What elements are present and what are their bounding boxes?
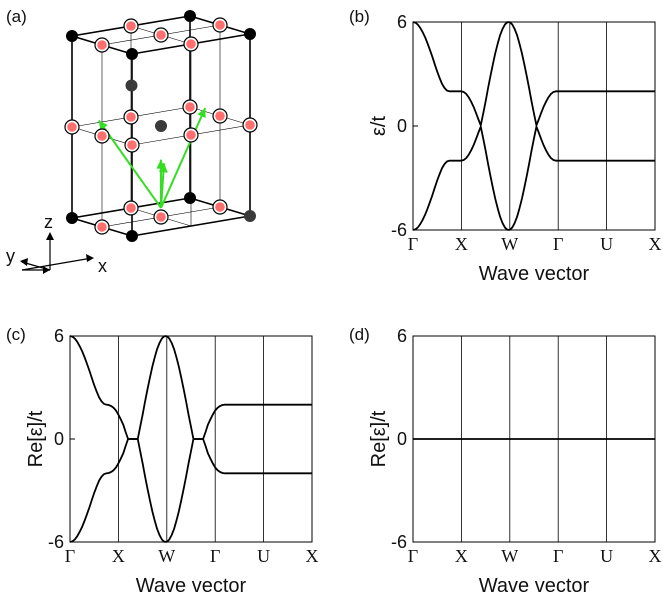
hopping-arrowhead — [98, 120, 108, 131]
y-tick-label: 6 — [54, 326, 64, 346]
fcc-lattice-diagram — [64, 10, 258, 242]
face-site — [156, 212, 166, 222]
x-tick-label: X — [649, 234, 662, 254]
inner-site — [155, 120, 167, 132]
x-tick-label: W — [501, 546, 518, 566]
x-axis-label: x — [98, 256, 107, 276]
y-tick-label: -6 — [48, 532, 64, 552]
y-tick-label: 6 — [397, 12, 407, 32]
face-site — [127, 140, 137, 150]
axis-triad: z y x — [6, 212, 107, 276]
inner-site — [125, 79, 138, 92]
face-site — [215, 20, 225, 30]
face-site — [67, 122, 77, 132]
face-site — [245, 120, 255, 130]
y-tick-label: -6 — [391, 532, 407, 552]
x-tick-label: Γ — [553, 546, 563, 566]
corner-site — [66, 212, 78, 224]
face-site — [97, 131, 107, 141]
y-tick-label: 6 — [397, 326, 407, 346]
x-direction-arrow — [21, 257, 93, 271]
corner-site — [126, 230, 138, 242]
corner-site — [66, 30, 78, 42]
panel-label-b: (b) — [349, 7, 370, 26]
y-axis-title: Re[ε]/t — [368, 410, 390, 467]
y-tick-label: -6 — [391, 220, 407, 240]
x-tick-label: W — [501, 234, 518, 254]
face-site — [185, 102, 195, 112]
corner-site — [244, 210, 256, 222]
x-tick-label: X — [112, 546, 125, 566]
face-site — [215, 202, 225, 212]
face-site — [186, 130, 196, 140]
x-tick-label: X — [306, 546, 319, 566]
corner-site — [126, 48, 138, 60]
corner-site — [184, 192, 196, 204]
x-tick-label: W — [158, 546, 175, 566]
panel-label-a: (a) — [6, 7, 27, 26]
band-structure-panel-c: -6 0 6 Γ X W Γ U X Wave vector Re[ε]/t — [25, 326, 319, 597]
x-tick-label: X — [455, 234, 468, 254]
y-direction-arrowhead — [20, 258, 28, 266]
band-curve-2 — [412, 125, 655, 231]
face-site — [186, 39, 196, 49]
face-site — [126, 21, 136, 31]
face-site — [126, 112, 136, 122]
y-axis-label: y — [6, 246, 15, 266]
lattice-cube-edge — [131, 215, 251, 237]
corner-site — [184, 10, 196, 22]
plot-frame — [69, 335, 313, 543]
hopping-arrowhead — [197, 108, 206, 119]
band-structure-panel-b: -6 0 6 Γ X W Γ U X Wave vector ε/t — [368, 12, 662, 285]
x-direction-arrowhead — [86, 254, 94, 262]
x-tick-label: Γ — [408, 234, 418, 254]
x-tick-label: Γ — [65, 546, 75, 566]
z-axis-arrowhead — [46, 232, 54, 240]
face-site — [215, 111, 225, 121]
z-axis-label: z — [44, 212, 53, 232]
x-tick-label: U — [600, 234, 613, 254]
x-tick-label: U — [600, 546, 613, 566]
plot-frame — [412, 21, 656, 231]
x-tick-label: X — [455, 546, 468, 566]
y-tick-label: 0 — [397, 429, 407, 449]
hopping-arrow — [160, 107, 207, 209]
band-curve-1 — [69, 335, 312, 440]
face-site — [97, 222, 107, 232]
band-structure-panel-d: -6 0 6 Γ X W Γ U X Wave vector Re[ε]/t — [368, 326, 662, 597]
x-axis-title: Wave vector — [479, 575, 590, 597]
y-tick-label: 0 — [397, 116, 407, 136]
panel-label-d: (d) — [349, 325, 370, 344]
corner-site — [244, 28, 256, 40]
y-tick-label: 0 — [54, 429, 64, 449]
face-site — [126, 203, 136, 213]
band-curve-1 — [412, 21, 655, 127]
x-tick-label: Γ — [210, 546, 220, 566]
x-axis-title: Wave vector — [479, 263, 590, 285]
hopping-arrowhead — [156, 159, 166, 169]
face-site — [97, 40, 107, 50]
x-axis-title: Wave vector — [136, 575, 247, 597]
band-curve-2 — [69, 438, 312, 543]
panel-label-c: (c) — [6, 325, 26, 344]
face-site — [156, 30, 166, 40]
x-tick-label: Γ — [553, 234, 563, 254]
y-axis-title: ε/t — [368, 116, 390, 136]
x-tick-label: X — [649, 546, 662, 566]
y-axis-title: Re[ε]/t — [25, 410, 47, 467]
x-tick-label: Γ — [408, 546, 418, 566]
x-tick-label: U — [257, 546, 270, 566]
